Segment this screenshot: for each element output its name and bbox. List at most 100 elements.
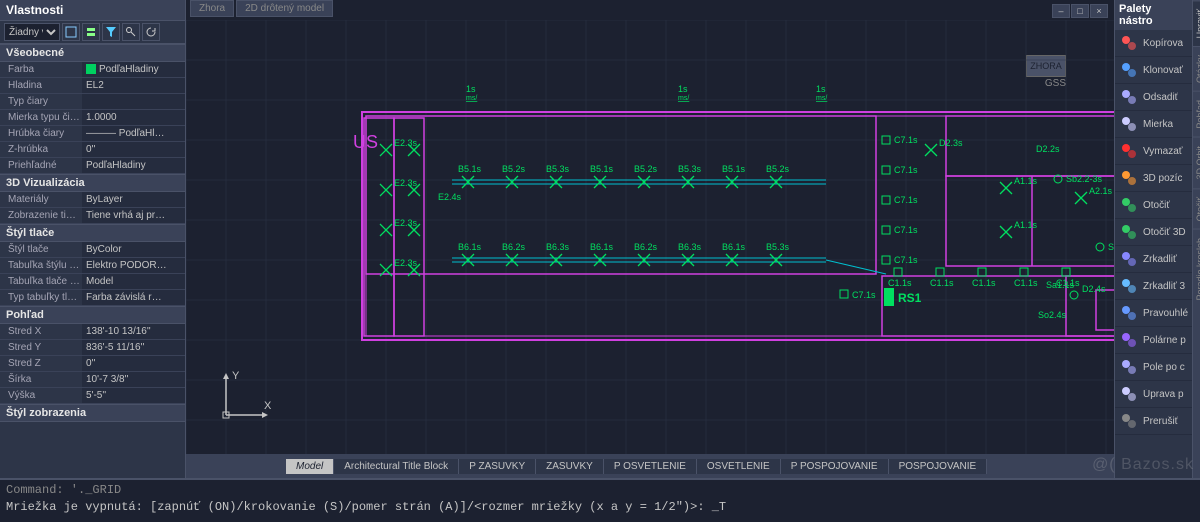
filter-icon[interactable] — [102, 23, 120, 41]
prop-value[interactable]: ——— PodľaHl… — [82, 126, 185, 141]
prop-value[interactable]: PodľaHladiny — [82, 158, 185, 173]
prop-row[interactable]: Štýl tlačeByColor — [0, 242, 185, 258]
svg-text:B5.3s: B5.3s — [678, 164, 702, 174]
svg-text:C7.1s: C7.1s — [894, 135, 918, 145]
palette-tool[interactable]: Pole po c — [1115, 354, 1192, 381]
svg-text:ms/: ms/ — [678, 95, 689, 102]
palette-tool[interactable]: Zrkadliť 3 — [1115, 273, 1192, 300]
prop-row[interactable]: Typ čiary — [0, 94, 185, 110]
prop-row[interactable]: Tabuľka tlače …Model — [0, 274, 185, 290]
palette-tool[interactable]: Vymazať — [1115, 138, 1192, 165]
svg-text:D2.2s: D2.2s — [1036, 144, 1060, 154]
prop-group-header[interactable]: Štýl tlače — [0, 224, 185, 242]
svg-text:B5.2s: B5.2s — [502, 164, 526, 174]
palette-tool[interactable]: Pravouhlé — [1115, 300, 1192, 327]
toggle-piksel-icon[interactable] — [62, 23, 80, 41]
prop-value[interactable]: 0'' — [82, 356, 185, 371]
prop-value[interactable]: ByLayer — [82, 192, 185, 207]
layout-tab[interactable]: P ZASUVKY — [459, 459, 536, 474]
palette-tool[interactable]: Klonovať — [1115, 57, 1192, 84]
palette-tool[interactable]: Otočiť — [1115, 192, 1192, 219]
prop-row[interactable]: HladinaEL2 — [0, 78, 185, 94]
vertical-tab[interactable]: Poradie kresleb — [1193, 229, 1200, 309]
refresh-icon[interactable] — [142, 23, 160, 41]
prop-group-header[interactable]: Štýl zobrazenia — [0, 404, 185, 422]
prop-value[interactable]: ByColor — [82, 242, 185, 257]
close-icon[interactable]: × — [1090, 4, 1108, 18]
layout-tab[interactable]: P OSVETLENIE — [604, 459, 697, 474]
prop-row[interactable]: Výška5'-5'' — [0, 388, 185, 404]
cmd-history: Command: '._GRID — [6, 482, 1194, 499]
palette-tool[interactable]: Odsadiť — [1115, 84, 1192, 111]
prop-row[interactable]: Stred Y836'-5 11/16'' — [0, 340, 185, 356]
svg-text:B5.2s: B5.2s — [634, 164, 658, 174]
prop-row[interactable]: Zobrazenie tieň…Tiene vrhá aj pr… — [0, 208, 185, 224]
prop-row[interactable]: Stred Z0'' — [0, 356, 185, 372]
tool-icon — [1119, 141, 1139, 161]
layout-tab[interactable]: OSVETLENIE — [697, 459, 781, 474]
vertical-tab[interactable]: Pohľad — [1193, 91, 1200, 137]
prop-value[interactable]: EL2 — [82, 78, 185, 93]
layout-tab[interactable]: POSPOJOVANIE — [889, 459, 988, 474]
command-line[interactable]: Command: '._GRID Mriežka je vypnutá: [za… — [0, 478, 1200, 522]
maximize-icon[interactable]: □ — [1071, 4, 1089, 18]
prop-value[interactable]: Elektro PODOR… — [82, 258, 185, 273]
palette-tool[interactable]: Polárne p — [1115, 327, 1192, 354]
layout-tab[interactable]: Architectural Title Block — [334, 459, 459, 474]
tool-icon — [1119, 195, 1139, 215]
palette-tool[interactable]: Otočiť 3D — [1115, 219, 1192, 246]
svg-text:E2.4s: E2.4s — [438, 192, 462, 202]
vertical-tab[interactable]: Otočiť — [1193, 188, 1200, 229]
layout-tab[interactable]: P POSPOJOVANIE — [781, 459, 889, 474]
view-tab-wire[interactable]: 2D drôtený model — [236, 0, 333, 17]
prop-row[interactable]: PriehľadnéPodľaHladiny — [0, 158, 185, 174]
prop-value[interactable]: 138'-10 13/16'' — [82, 324, 185, 339]
view-tab-top[interactable]: Zhora — [190, 0, 234, 17]
selection-filter[interactable]: Žiadny v — [4, 23, 60, 41]
prop-row[interactable]: Typ tabuľky tlačeFarba závislá r… — [0, 290, 185, 306]
wrench-icon[interactable] — [122, 23, 140, 41]
prop-row[interactable]: Stred X138'-10 13/16'' — [0, 324, 185, 340]
prop-value[interactable] — [82, 94, 185, 109]
palette-tool[interactable]: 3D pozíc — [1115, 165, 1192, 192]
prop-value[interactable]: 0'' — [82, 142, 185, 157]
palette-tool[interactable]: Mierka — [1115, 111, 1192, 138]
prop-value[interactable]: 836'-5 11/16'' — [82, 340, 185, 355]
palette-tool[interactable]: Zrkadliť — [1115, 246, 1192, 273]
prop-value[interactable]: 10'-7 3/8'' — [82, 372, 185, 387]
prop-row[interactable]: Z-hrúbka0'' — [0, 142, 185, 158]
prop-group-header[interactable]: 3D Vizualizácia — [0, 174, 185, 192]
prop-value[interactable]: 5'-5'' — [82, 388, 185, 403]
prop-value[interactable]: Tiene vrhá aj pr… — [82, 208, 185, 223]
vertical-tab[interactable]: Upraviť — [1193, 0, 1200, 46]
cmd-input[interactable]: Mriežka je vypnutá: [zapnúť (ON)/krokova… — [6, 499, 1194, 516]
prop-row[interactable]: Mierka typu čiary1.0000 — [0, 110, 185, 126]
prop-key: Priehľadné — [0, 158, 82, 173]
palette-tool[interactable]: Kopírova — [1115, 30, 1192, 57]
layout-tab[interactable]: Model — [286, 459, 334, 474]
svg-text:B5.3s: B5.3s — [546, 164, 570, 174]
prop-group-header[interactable]: Pohľad — [0, 306, 185, 324]
palette-tool[interactable]: Úprava p — [1115, 381, 1192, 408]
drawing-canvas[interactable]: USB5.1sB5.2sB5.3sB5.1sB5.2sB5.3sB5.1sB5.… — [186, 20, 1114, 454]
prop-value[interactable]: 1.0000 — [82, 110, 185, 125]
layout-tab[interactable]: ZASUVKY — [536, 459, 604, 474]
prop-row[interactable]: Tabuľka štýlu tl…Elektro PODOR… — [0, 258, 185, 274]
vertical-tab[interactable]: 3D Orbit — [1193, 137, 1200, 188]
prop-row[interactable]: MateriályByLayer — [0, 192, 185, 208]
prop-row[interactable]: Hrúbka čiary——— PodľaHl… — [0, 126, 185, 142]
quick-select-icon[interactable] — [82, 23, 100, 41]
prop-group-header[interactable]: Všeobecné — [0, 44, 185, 62]
tool-palette-panel: Palety nástro KopírovaKlonovaťOdsadiťMie… — [1114, 0, 1200, 478]
svg-text:Y: Y — [232, 370, 240, 382]
tool-label: Mierka — [1143, 119, 1173, 130]
prop-row[interactable]: Šírka10'-7 3/8'' — [0, 372, 185, 388]
vertical-tab[interactable]: Otázky — [1193, 46, 1200, 91]
prop-value[interactable]: Model — [82, 274, 185, 289]
palette-tool[interactable]: Prerušiť — [1115, 408, 1192, 435]
minimize-icon[interactable]: – — [1052, 4, 1070, 18]
prop-row[interactable]: FarbaPodľaHladiny — [0, 62, 185, 78]
prop-value[interactable]: PodľaHladiny — [82, 62, 185, 77]
prop-value[interactable]: Farba závislá r… — [82, 290, 185, 305]
svg-text:B5.2s: B5.2s — [766, 164, 790, 174]
